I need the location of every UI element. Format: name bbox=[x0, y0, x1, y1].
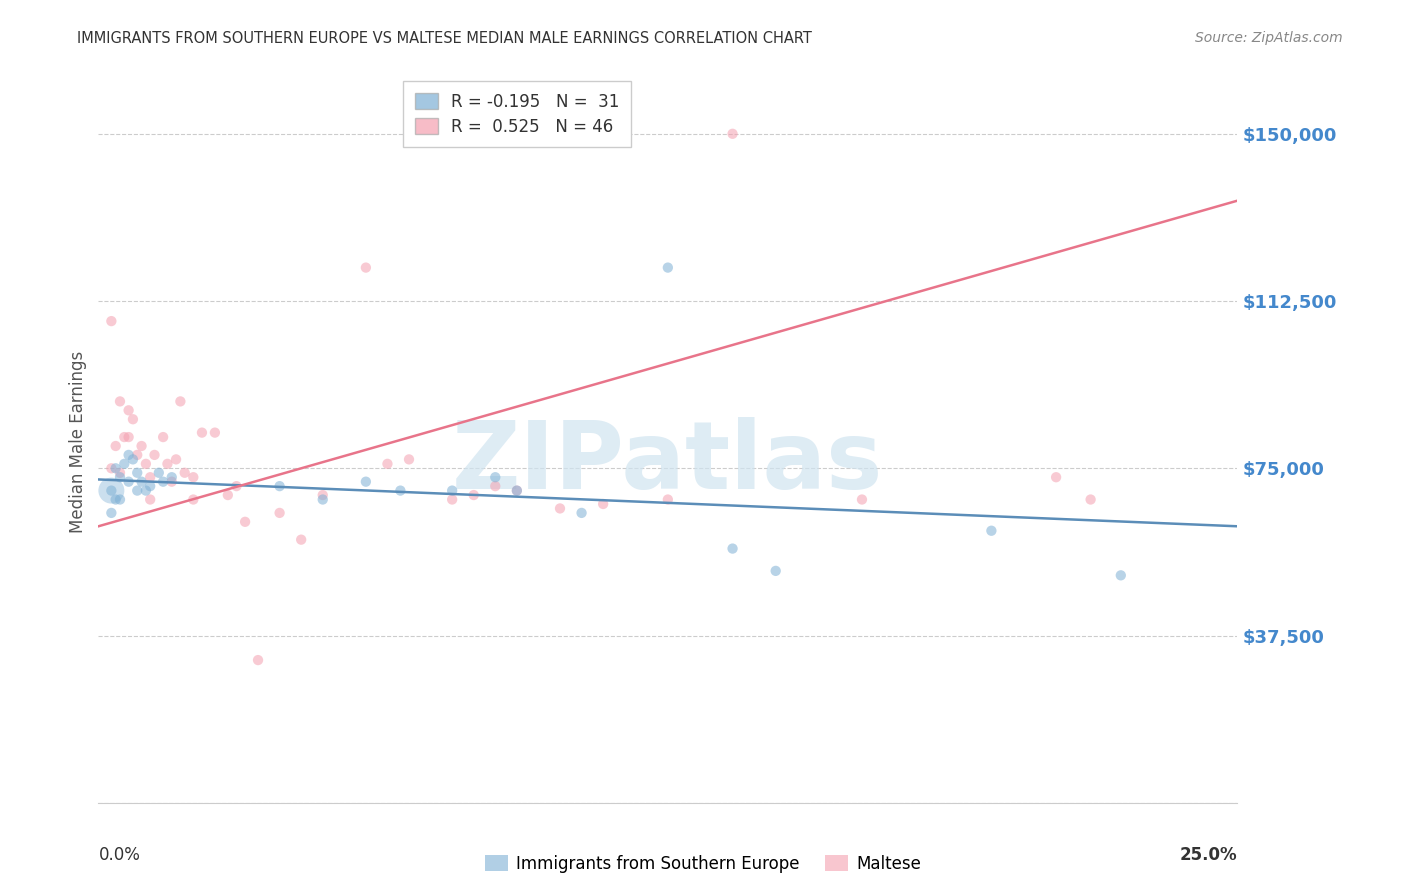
Point bbox=[980, 524, 1002, 538]
Legend: R = -0.195   N =  31, R =  0.525   N = 46: R = -0.195 N = 31, R = 0.525 N = 46 bbox=[404, 81, 631, 147]
Point bbox=[657, 492, 679, 507]
Point bbox=[127, 483, 149, 498]
Point bbox=[148, 466, 170, 480]
Point bbox=[108, 466, 131, 480]
Text: Source: ZipAtlas.com: Source: ZipAtlas.com bbox=[1195, 31, 1343, 45]
Point bbox=[173, 466, 195, 480]
Point bbox=[191, 425, 214, 440]
Point bbox=[169, 394, 191, 409]
Point bbox=[131, 475, 153, 489]
Legend: Immigrants from Southern Europe, Maltese: Immigrants from Southern Europe, Maltese bbox=[478, 848, 928, 880]
Point bbox=[112, 457, 135, 471]
Point bbox=[122, 412, 145, 426]
Point bbox=[100, 506, 122, 520]
Point bbox=[152, 475, 174, 489]
Point bbox=[165, 452, 187, 467]
Point bbox=[484, 470, 506, 484]
Point bbox=[377, 457, 399, 471]
Point bbox=[122, 452, 145, 467]
Point bbox=[1045, 470, 1067, 484]
Point bbox=[108, 492, 131, 507]
Point bbox=[398, 452, 420, 467]
Point bbox=[1109, 568, 1132, 582]
Point bbox=[104, 492, 127, 507]
Point bbox=[290, 533, 312, 547]
Point bbox=[571, 506, 593, 520]
Point bbox=[233, 515, 256, 529]
Point bbox=[100, 483, 122, 498]
Point bbox=[156, 457, 179, 471]
Point bbox=[131, 439, 153, 453]
Text: ZIPatlas: ZIPatlas bbox=[453, 417, 883, 509]
Point bbox=[127, 448, 149, 462]
Point bbox=[506, 483, 529, 498]
Point bbox=[135, 457, 157, 471]
Point bbox=[441, 483, 464, 498]
Point bbox=[463, 488, 485, 502]
Point bbox=[657, 260, 679, 275]
Point bbox=[108, 470, 131, 484]
Point bbox=[225, 479, 247, 493]
Point bbox=[160, 475, 183, 489]
Point bbox=[269, 506, 291, 520]
Point bbox=[721, 127, 744, 141]
Point bbox=[139, 470, 162, 484]
Point bbox=[1080, 492, 1102, 507]
Y-axis label: Median Male Earnings: Median Male Earnings bbox=[69, 351, 87, 533]
Point bbox=[721, 541, 744, 556]
Point bbox=[139, 492, 162, 507]
Point bbox=[104, 439, 127, 453]
Point bbox=[117, 448, 139, 462]
Point bbox=[269, 479, 291, 493]
Point bbox=[112, 430, 135, 444]
Point bbox=[135, 483, 157, 498]
Text: 25.0%: 25.0% bbox=[1180, 847, 1237, 864]
Point bbox=[143, 448, 166, 462]
Point bbox=[592, 497, 614, 511]
Point bbox=[100, 314, 122, 328]
Point bbox=[484, 479, 506, 493]
Point bbox=[354, 475, 377, 489]
Point bbox=[139, 479, 162, 493]
Point bbox=[183, 492, 205, 507]
Point bbox=[851, 492, 873, 507]
Point bbox=[108, 394, 131, 409]
Point bbox=[117, 430, 139, 444]
Point bbox=[127, 466, 149, 480]
Point bbox=[506, 483, 529, 498]
Point bbox=[247, 653, 270, 667]
Point bbox=[117, 475, 139, 489]
Point bbox=[100, 483, 122, 498]
Point bbox=[441, 492, 464, 507]
Point bbox=[204, 425, 226, 440]
Point bbox=[183, 470, 205, 484]
Point bbox=[152, 430, 174, 444]
Point bbox=[354, 260, 377, 275]
Text: 0.0%: 0.0% bbox=[98, 847, 141, 864]
Point bbox=[217, 488, 239, 502]
Text: IMMIGRANTS FROM SOUTHERN EUROPE VS MALTESE MEDIAN MALE EARNINGS CORRELATION CHAR: IMMIGRANTS FROM SOUTHERN EUROPE VS MALTE… bbox=[77, 31, 813, 46]
Point bbox=[100, 461, 122, 475]
Point bbox=[312, 488, 335, 502]
Point bbox=[548, 501, 571, 516]
Point bbox=[117, 403, 139, 417]
Point bbox=[389, 483, 412, 498]
Point bbox=[104, 461, 127, 475]
Point bbox=[160, 470, 183, 484]
Point bbox=[312, 492, 335, 507]
Point bbox=[765, 564, 787, 578]
